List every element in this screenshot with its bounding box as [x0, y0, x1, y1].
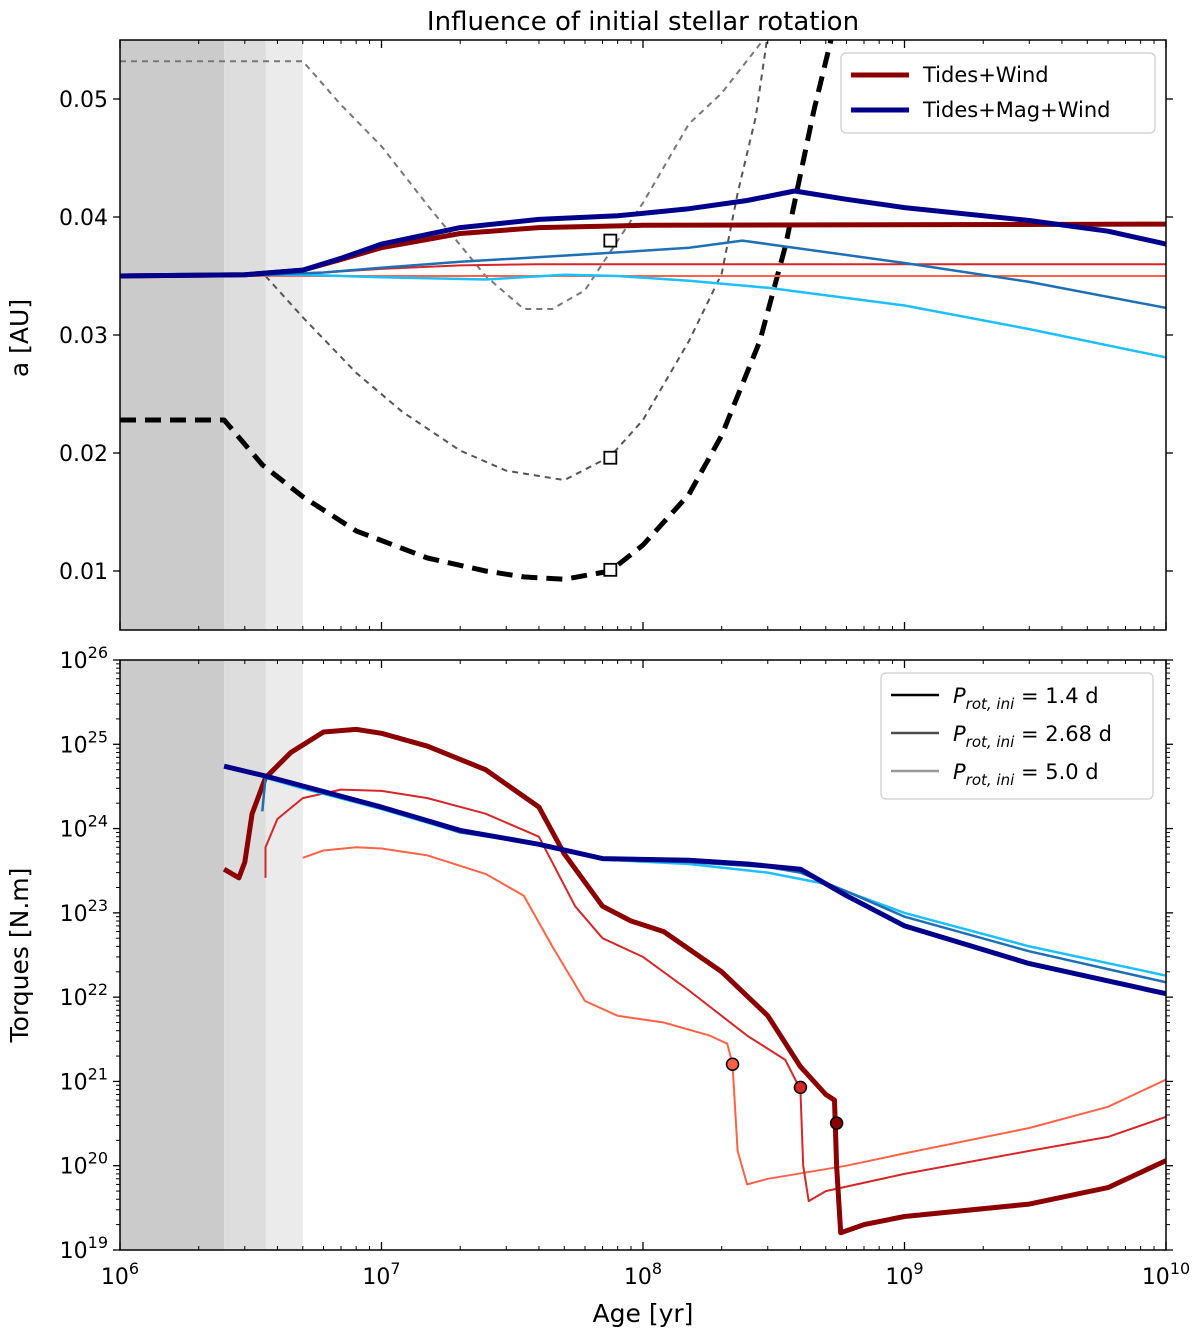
- bottom-series-tides-mag-wind-p-2-68-d: [261, 776, 1166, 984]
- legend-label-tides-wind: Tides+Wind: [922, 63, 1049, 87]
- x-tick-label: 1010: [1142, 1259, 1190, 1290]
- tick-base: 10: [60, 902, 88, 927]
- bottom-series-tides-mag-wind-p-5-0-d: [265, 776, 1166, 977]
- top-y-axis-label: a [AU]: [5, 299, 34, 377]
- bottom-y-tick-label: 1024: [60, 812, 108, 843]
- tick-base: 10: [885, 1265, 913, 1290]
- bottom-y-tick-label: 1020: [60, 1149, 108, 1180]
- bottom-y-tick-label: 1022: [60, 980, 108, 1011]
- tick-exponent: 24: [88, 812, 108, 831]
- bottom-y-tick-label: 1026: [60, 643, 108, 674]
- tick-exponent: 23: [88, 896, 108, 915]
- bottom-marker-circle-1: [725, 1057, 740, 1071]
- legend-symbol: P: [953, 684, 966, 708]
- tick-exponent: 26: [88, 643, 108, 662]
- legend-subscript: rot, ini: [966, 771, 1015, 789]
- tick-base: 10: [60, 733, 88, 758]
- top-marker-square-3: [603, 562, 618, 577]
- tick-exponent: 9: [913, 1259, 923, 1278]
- bottom-plot-area: [222, 726, 1166, 1236]
- bottom-y-tick-label: 1025: [60, 727, 108, 758]
- top-y-tick-label: 0.04: [59, 206, 108, 231]
- bottom-shaded-phase-2: [224, 660, 266, 1250]
- tick-base: 10: [60, 1239, 88, 1264]
- tick-exponent: 22: [88, 980, 108, 999]
- tick-exponent: 7: [390, 1259, 400, 1278]
- top-legend-box: [840, 52, 1156, 134]
- tick-exponent: 19: [88, 1233, 108, 1252]
- tick-base: 10: [60, 1070, 88, 1095]
- legend-subscript: rot, ini: [966, 733, 1015, 751]
- bottom-y-tick-label: 1023: [60, 896, 108, 927]
- top-y-tick-label: 0.05: [59, 88, 108, 113]
- top-marker-square-2: [603, 450, 618, 465]
- legend-subscript: rot, ini: [966, 695, 1015, 713]
- tick-exponent: 8: [652, 1259, 662, 1278]
- tick-base: 10: [624, 1265, 652, 1290]
- bottom-series-tides-wind-p-1-4-d: [222, 726, 1166, 1236]
- top-y-tick-label: 0.01: [59, 560, 108, 585]
- tick-exponent: 6: [129, 1259, 139, 1278]
- bottom-series-tides-wind-p-5-0-d: [302, 846, 1166, 1186]
- bottom-y-axis-label: Torques [N.m]: [5, 868, 34, 1044]
- bottom-y-tick-label: 1019: [60, 1233, 108, 1264]
- bottom-y-tick-label: 1021: [60, 1064, 108, 1095]
- tick-base: 10: [1142, 1265, 1170, 1290]
- top-series-corotation-p-5-0-d: [120, 40, 765, 310]
- legend-symbol: P: [953, 760, 966, 784]
- tick-base: 10: [60, 818, 88, 843]
- top-panel: 0.01 0.02 0.03 0.04 0.05 Tides+Wind Tides+Mag+…: [59, 39, 1173, 631]
- top-shaded-phase-2: [224, 40, 266, 630]
- bottom-shaded-phase-1: [120, 660, 225, 1250]
- legend-label-prot-2: Prot, ini = 2.68 d: [953, 722, 1112, 751]
- tick-exponent: 10: [1170, 1259, 1190, 1278]
- top-series-corotation-p-2-68-d: [264, 40, 768, 482]
- chart-title: Influence of initial stellar rotation: [427, 7, 859, 37]
- x-tick-label: 107: [362, 1259, 400, 1290]
- tick-base: 10: [101, 1265, 129, 1290]
- x-tick-label: 108: [624, 1259, 662, 1290]
- top-shaded-phase-3: [265, 40, 303, 630]
- legend-value: = 2.68 d: [1014, 722, 1112, 746]
- top-series-tides-mag-wind-p-2-68-d: [120, 239, 1166, 310]
- x-axis-label: Age [yr]: [593, 1299, 694, 1328]
- bottom-series-tides-mag-wind-p-1-4-d: [223, 763, 1166, 997]
- legend-label-tides-mag-wind: Tides+Mag+Wind: [922, 98, 1111, 122]
- bottom-marker-circle-2: [793, 1080, 808, 1095]
- top-shaded-phase-1: [120, 40, 225, 630]
- top-plot-area: [120, 40, 1166, 582]
- top-y-tick-label: 0.02: [59, 442, 108, 467]
- top-y-tick-label: 0.03: [59, 324, 108, 349]
- tick-exponent: 20: [88, 1149, 108, 1168]
- bottom-marker-circle-3: [829, 1116, 844, 1130]
- legend-label-prot-1: Prot, ini = 1.4 d: [953, 684, 1099, 713]
- bottom-legend-box: [880, 672, 1154, 800]
- top-series-tides-mag-wind-p-5-0-d: [120, 273, 1166, 359]
- tick-exponent: 25: [88, 727, 108, 746]
- x-tick-label: 106: [101, 1259, 139, 1290]
- legend-value: = 1.4 d: [1014, 684, 1098, 708]
- top-series-corotation-p-1-4-d: [120, 40, 834, 582]
- top-series-tides-mag-wind-p-1-4-d: [120, 188, 1166, 279]
- tick-base: 10: [60, 649, 88, 674]
- top-marker-square-1: [603, 233, 618, 248]
- tick-base: 10: [60, 986, 88, 1011]
- legend-symbol: P: [953, 722, 966, 746]
- tick-base: 10: [60, 1155, 88, 1180]
- legend-label-prot-3: Prot, ini = 5.0 d: [953, 760, 1099, 789]
- tick-exponent: 21: [88, 1064, 108, 1083]
- tick-base: 10: [362, 1265, 390, 1290]
- legend-value: = 5.0 d: [1014, 760, 1098, 784]
- x-tick-label: 109: [885, 1259, 923, 1290]
